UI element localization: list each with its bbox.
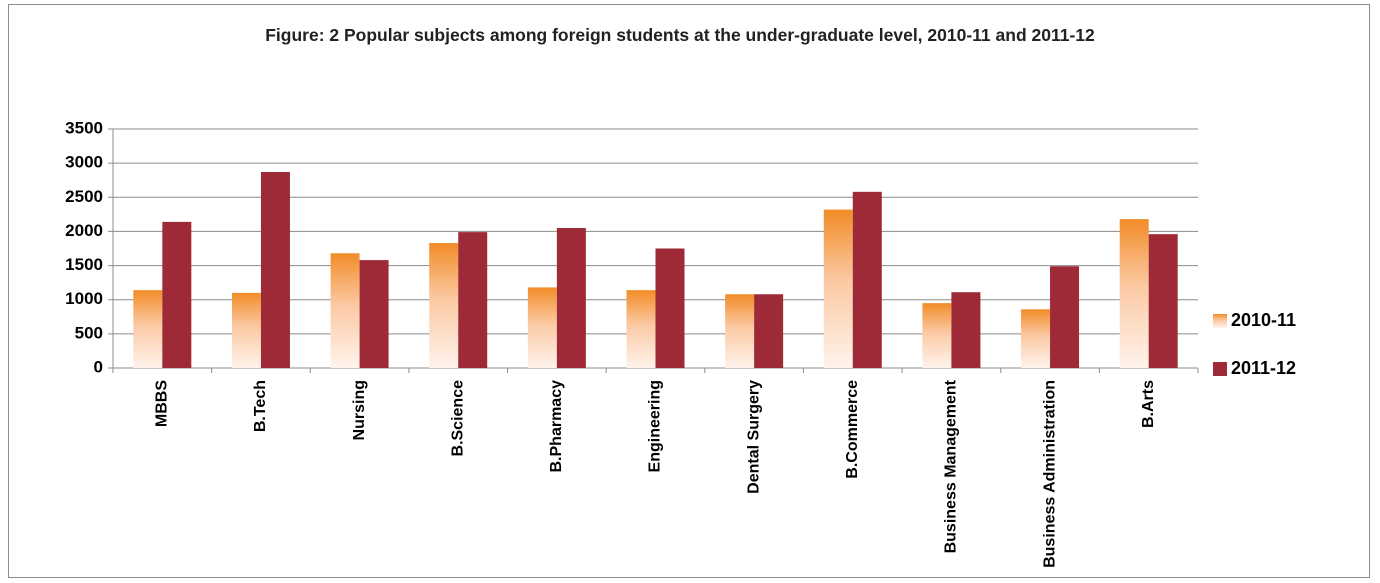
bar [429,243,459,368]
x-tick-label: Engineering [647,380,664,472]
x-tick-label: Nursing [351,380,368,440]
bar [231,292,261,368]
legend-swatch [1213,362,1227,376]
x-tick-label: MBBS [154,380,171,427]
bar [330,253,360,368]
y-tick-label: 2500 [65,187,103,206]
bar [458,232,488,368]
y-tick-label: 0 [94,357,103,376]
y-tick-label: 3500 [65,118,103,137]
bar [162,221,192,368]
legend-label: 2011-12 [1231,358,1296,378]
x-tick-label: B.Commerce [844,380,861,479]
bar [1119,219,1149,368]
chart-frame [8,4,1370,578]
x-tick-label: B.Tech [252,380,269,432]
legend-swatch [1213,314,1227,328]
y-tick-label: 1500 [65,255,103,274]
x-tick-label: Dental Surgery [745,380,762,494]
y-tick-label: 2000 [65,221,103,240]
bar [655,248,685,368]
bar [852,191,882,368]
bar [626,290,656,368]
x-tick-label: Business Management [943,379,960,553]
y-tick-label: 1000 [65,289,103,308]
bar [754,294,784,368]
bar [1050,266,1080,368]
bar [260,172,290,368]
bar [1021,309,1051,368]
x-tick-label: B.Pharmacy [548,380,565,473]
bar [922,303,952,368]
chart-title: Figure: 2 Popular subjects among foreign… [265,25,1095,45]
bar [823,209,853,368]
y-tick-label: 500 [75,323,103,342]
x-tick-label: Business Administration [1041,380,1058,568]
bar [359,260,389,368]
bar [556,228,586,368]
legend-label: 2010-11 [1231,310,1296,330]
bar [725,294,755,368]
bar [133,290,163,368]
x-tick-label: B.Arts [1140,380,1157,428]
bar [527,287,557,368]
x-tick-label: B.Science [449,380,466,457]
bar [1148,234,1178,368]
y-tick-label: 3000 [65,153,103,172]
bar [951,292,981,368]
